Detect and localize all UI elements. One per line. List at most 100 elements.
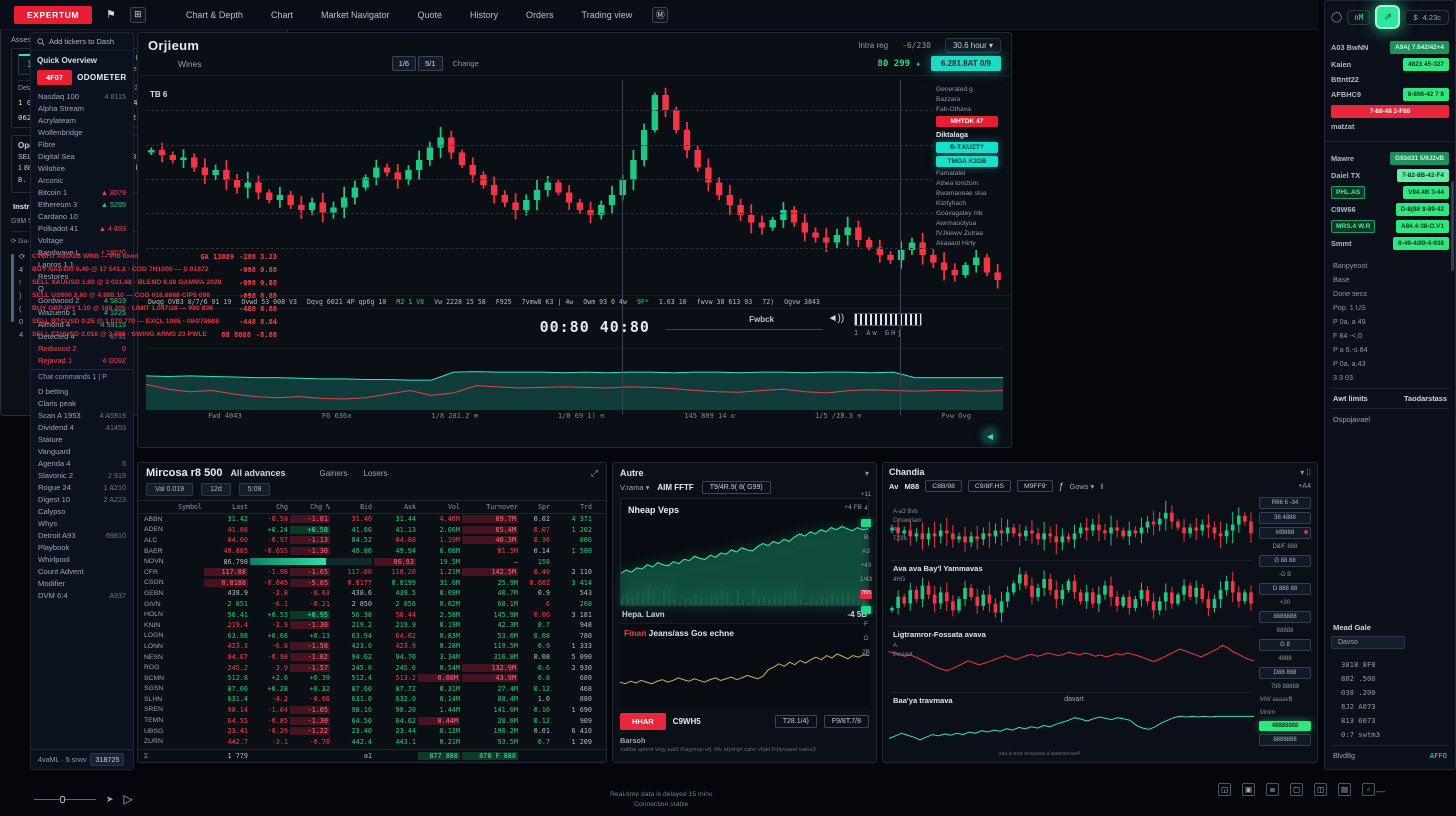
action-button[interactable]: 8-898-42 7 8 [1402,88,1449,101]
watchlist-item[interactable]: Calypso [31,505,133,517]
menu-item[interactable]: Chart & Depth [185,9,243,20]
action-chip[interactable]: MRS.4 W.R [1331,220,1376,233]
watchlist-item[interactable]: Rejavad 1 4 G092 [31,354,133,366]
watchlist-item[interactable]: Whys [31,517,133,529]
watchlist-item[interactable]: Claris peak [31,397,133,409]
chart-side-menu-item[interactable]: Kizityhach [936,200,967,207]
chart-side-menu-item[interactable]: Diktalaga [936,130,968,139]
chart-side-menu-item[interactable]: Akaaaot Hirty [936,240,976,247]
strip-item[interactable] [861,519,871,527]
mini-chart-4[interactable]: Baa'ya travmava davart vaa'a ava avaavaa… [889,692,1254,758]
watchlist-item[interactable]: Detroit A93 69810 [31,529,133,541]
strip-item[interactable]: F [864,621,868,628]
watchlist-item[interactable]: Bandwave L r 18070 [31,246,133,258]
chart-widget[interactable]: -G B [1278,572,1292,578]
mid-footer-chip[interactable]: T28.1/4) [774,715,817,728]
chart-widget[interactable]: G 8 [1259,639,1311,651]
table-row[interactable]: LOGN 63.98 +0.08 +0.13 63.94 64.02 0.83M 53.0M 0… [138,631,606,642]
watchlist-item[interactable]: Nasdaq 100 4 8115 [31,90,133,102]
table-row[interactable]: KNIN 219.4 -2.9 -1.30 219.2 219.9 0.19M 42.3M 0.… [138,620,606,631]
watchlist-item[interactable]: Voltage [31,234,133,246]
chart-widget[interactable]: R86 6 -34 [1259,497,1311,509]
footer-tool-icon[interactable]: ◫ [1314,783,1327,796]
watchlist-item[interactable]: Q [31,282,133,294]
line-chart-card[interactable]: Finan Jeans/ass Gos echne [620,623,869,707]
playback-track[interactable] [666,329,824,330]
mini-chart-3[interactable]: Ligtramror-Fossata avava A. Bwaavt [889,626,1254,692]
menu-item[interactable]: History [470,9,499,20]
table-row[interactable]: NOVN 86.798 86.93 19.5M — 158 [138,556,606,567]
chart-side-menu-item[interactable]: Awrmaootyua [936,220,977,227]
chart-side-menu-item[interactable]: Famatatei [936,170,966,177]
watchlist-item[interactable]: Arconic [31,174,133,186]
watchlist-item[interactable]: Acrylateam [31,114,133,126]
table-row[interactable]: SGSN 87.66 +0.28 +0.32 87.60 87.72 0.31M 27.4M 0… [138,684,606,695]
filter-chip[interactable]: 12d [201,483,231,496]
action-button[interactable]: 7-88-48 2-F88 [1331,105,1449,118]
brand-button[interactable]: EXPERTUM [14,5,93,24]
watchlist-item[interactable]: Cardano 10 [31,210,133,222]
strip-item[interactable]: B [863,534,869,541]
watchlist-item[interactable]: Playbook [31,541,133,553]
minimize-icon[interactable]: — [1376,786,1385,796]
tool-m88[interactable]: M88 [904,481,920,491]
watchlist-item[interactable]: Agenda 4 5 [31,457,133,469]
mid-chip[interactable]: T9/4R.9( 8( G99) [701,481,771,494]
mini-chart-1[interactable]: A-a3 Bvb Cmawrlam 4n T23a [889,495,1254,560]
tf-button-1[interactable]: 1/6 [391,56,417,71]
menu-item[interactable]: Quote [417,9,443,20]
filter-chip[interactable]: 5:09 [238,483,271,496]
watchlist-item[interactable]: Vanguard [31,445,133,457]
chart-tab[interactable]: Wines [178,58,202,69]
chart-widget[interactable]: 4888 [1278,656,1292,662]
tf-button-2[interactable]: 5/1 [418,56,443,71]
action-button[interactable]: G92d31 5/9J2vB [1389,152,1449,165]
mini-chart-2[interactable]: Ava ava Bay'l Yammavas 4HG [889,560,1254,626]
live-button[interactable]: 4F07 [37,70,73,85]
chart-widget[interactable]: MW aaaavB [1260,697,1293,703]
tab-thresholds[interactable]: Taodarstass [1404,394,1447,403]
action-button[interactable]: 8-49-4/89-4-938 [1393,237,1449,250]
mid-footer-chip[interactable]: F9/8T.7/8 [823,715,869,728]
strip-item[interactable]: A3 [862,548,870,555]
strip-item[interactable] [861,606,871,614]
chart-widget[interactable]: +30 [1279,600,1291,606]
function-icon[interactable]: ƒ [1058,481,1064,491]
table-row[interactable]: SREN 98.14 -1.04 -1.05 98.10 98.20 1.44M 141.6M… [138,705,606,716]
menu-item[interactable]: Chart [270,9,293,20]
action-button[interactable]: A84.4-38-O.V1 [1396,220,1449,233]
chart-side-menu-item[interactable]: Fab-Othava [936,106,971,113]
watchlist-item[interactable]: DVM 6:4 A937 [31,589,133,601]
watchlist-item[interactable]: Ethereum 3 ▲ 5295 [31,198,133,210]
chart-side-menu-item[interactable]: Bazzara [936,96,961,103]
footer-tool-icon[interactable]: ▫ [1362,783,1375,796]
footer-tool-icon[interactable]: ≣ [1266,783,1279,796]
table-row[interactable]: UBSG 23.41 -0.29 -1.22 23.40 23.44 8.12M 190.2M… [138,726,606,737]
table-row[interactable]: CSGN 0.8188 -0.049 -5.65 0.8177 0.8199 31.6M 25… [138,578,606,589]
order-row[interactable]: ) SELL US500 2.00 @ 4 888.10 — COD 018.8… [19,291,277,300]
table-row[interactable]: SLHN 631.4 -4.2 -0.66 631.0 632.0 0.14M 88.4M 1.… [138,694,606,705]
chart-widget[interactable]: Mmm [1260,710,1275,716]
watchlist-item[interactable]: Gordwood 2 4 5819 [31,294,133,306]
chart-widget[interactable]: D 888 88 [1259,583,1311,595]
slider-track[interactable] [34,795,96,803]
footer-tool-icon[interactable]: ▣ [1242,783,1255,796]
tab-gainers[interactable]: Gainers [319,469,348,478]
table-row[interactable]: CFR 117.88 -1.98 -1.65 117.80 118.20 1.21M 142.… [138,567,606,578]
chart-widget[interactable]: 788 88888 [1270,684,1300,690]
table-row[interactable]: ALC 84.60 -0.97 -1.13 84.52 84.88 1.19M 40.3M 0.… [138,535,606,546]
chart-side-menu-item[interactable]: Generated g [936,86,973,93]
watchlist-item[interactable]: Slavonic 2 2 919 [31,469,133,481]
order-row[interactable]: 0 SELL BTCUSD 0.25 @ 1 070 770 — EXCL 10… [19,317,277,326]
table-row[interactable]: ROG 245.2 -3.9 -1.57 245.0 245.6 0.54M 132.9M 0.… [138,662,606,673]
play-icon[interactable]: ▷ [123,792,133,806]
chart-widget[interactable]: 8888888 [1259,611,1311,623]
chart-side-menu-item[interactable]: TMGA K3DB [936,156,998,167]
speaker-icon[interactable]: ◄)) [827,313,845,324]
order-row[interactable]: ⟳ CVBHT AVDGB WRB — Ptb towd GA 13889 -2… [19,252,277,261]
toolbar-chip[interactable]: C9/8F.HS [967,480,1011,492]
candlestick-area[interactable]: TB 6 Generated g Bazzara Fab-Othava MHTDK 4… [146,80,1003,415]
expand-icon[interactable]: ⤢ [590,468,598,478]
rail-scrollbar[interactable] [1451,181,1454,271]
watchlist-item[interactable]: Detected 4 8731 [31,330,133,342]
